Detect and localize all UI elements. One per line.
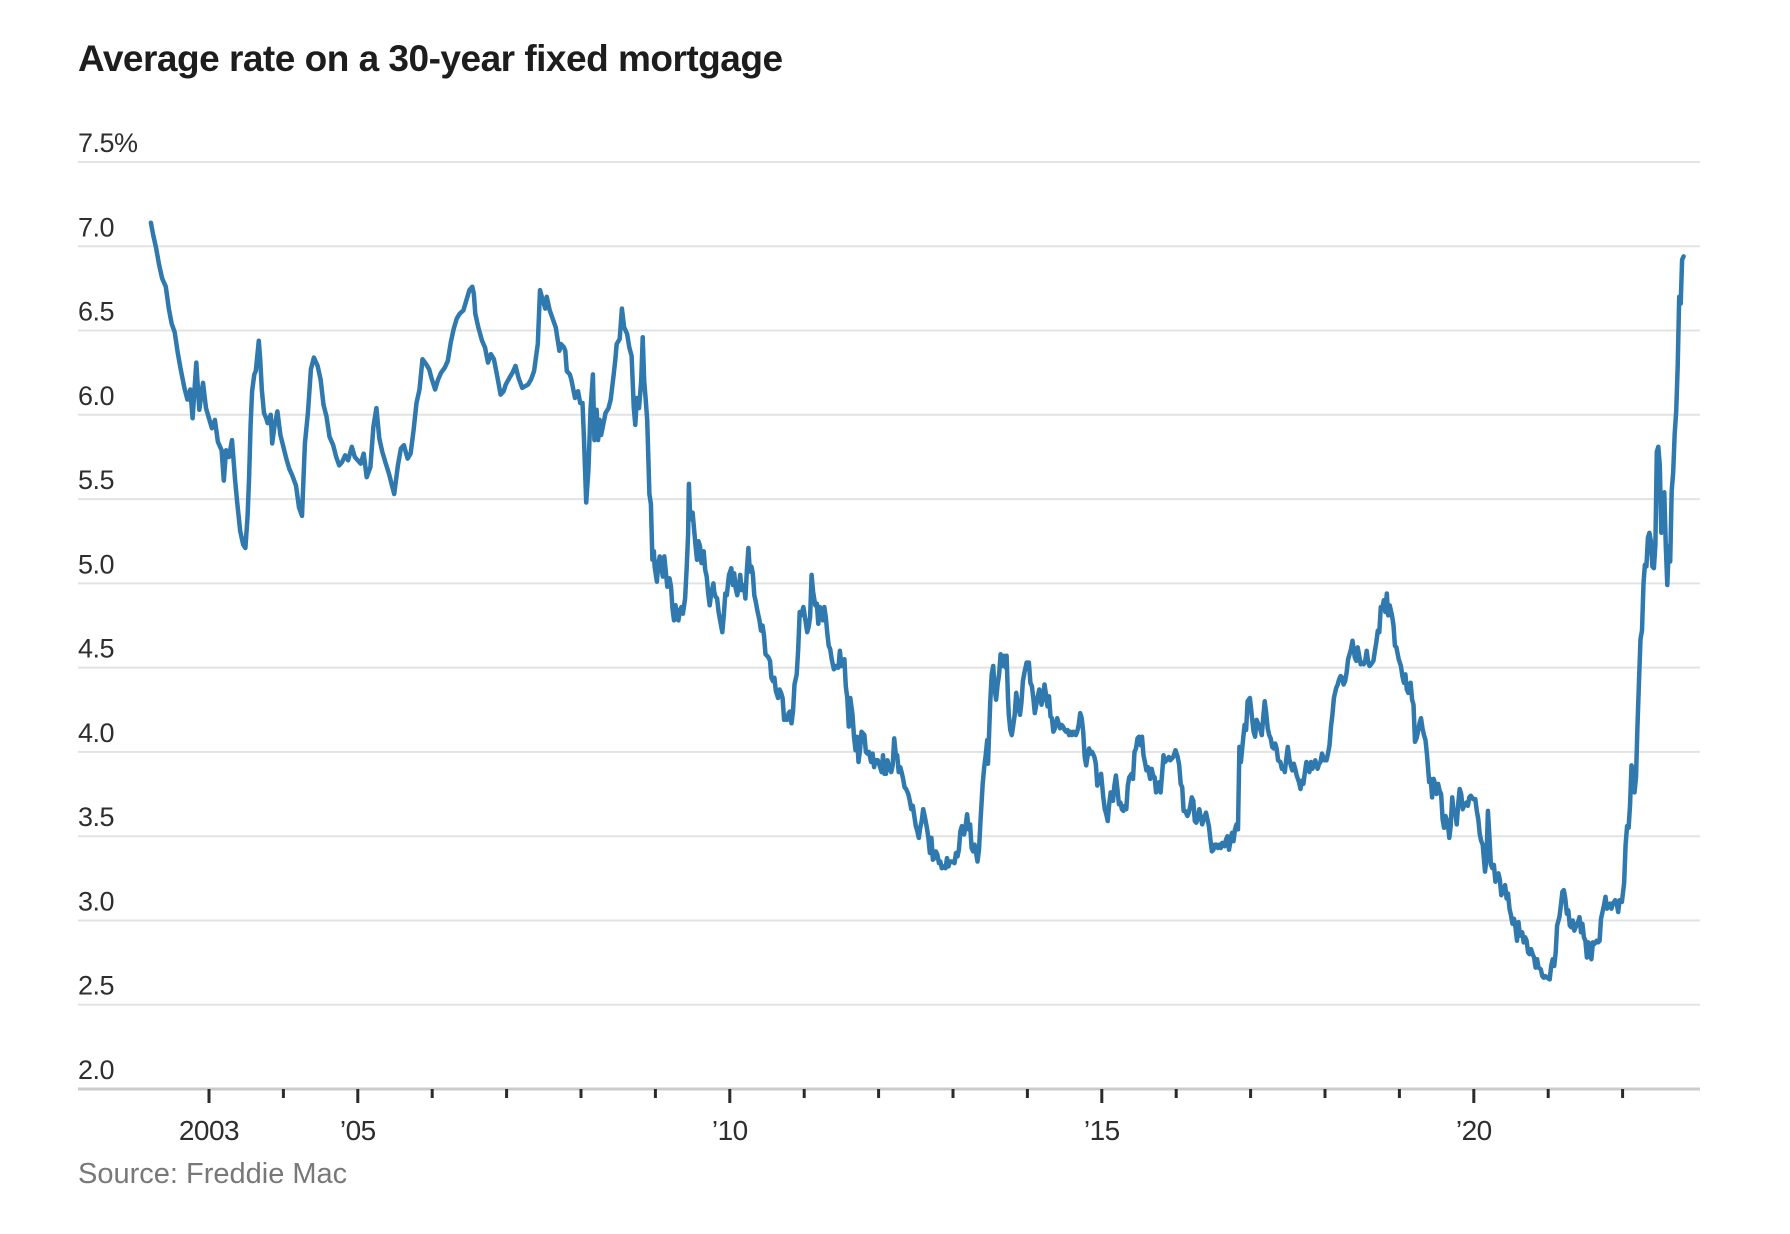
y-axis-label: 6.5: [78, 297, 114, 327]
y-axis-label: 3.0: [78, 887, 114, 917]
y-axis-label: 7.5%: [78, 128, 138, 158]
x-axis-label: ’05: [340, 1115, 376, 1146]
x-axis-label: ’10: [712, 1115, 748, 1146]
source-note: Source: Freddie Mac: [78, 1158, 348, 1190]
chart-title: Average rate on a 30-year fixed mortgage: [78, 38, 783, 79]
y-axis-label: 6.0: [78, 381, 114, 411]
rate-line: [148, 220, 1686, 982]
x-axis-label: 2003: [179, 1115, 239, 1146]
y-axis-label: 3.5: [78, 802, 114, 832]
y-axis-label: 2.0: [78, 1055, 114, 1085]
y-axis-label: 7.0: [78, 212, 114, 242]
x-axis-label: ’15: [1084, 1115, 1120, 1146]
y-axis-label: 2.5: [78, 971, 114, 1001]
x-axis-label: ’20: [1456, 1115, 1492, 1146]
y-axis-label: 4.5: [78, 634, 114, 664]
y-axis-label: 5.5: [78, 465, 114, 495]
y-axis-label: 4.0: [78, 718, 114, 748]
y-axis-label: 5.0: [78, 549, 114, 579]
